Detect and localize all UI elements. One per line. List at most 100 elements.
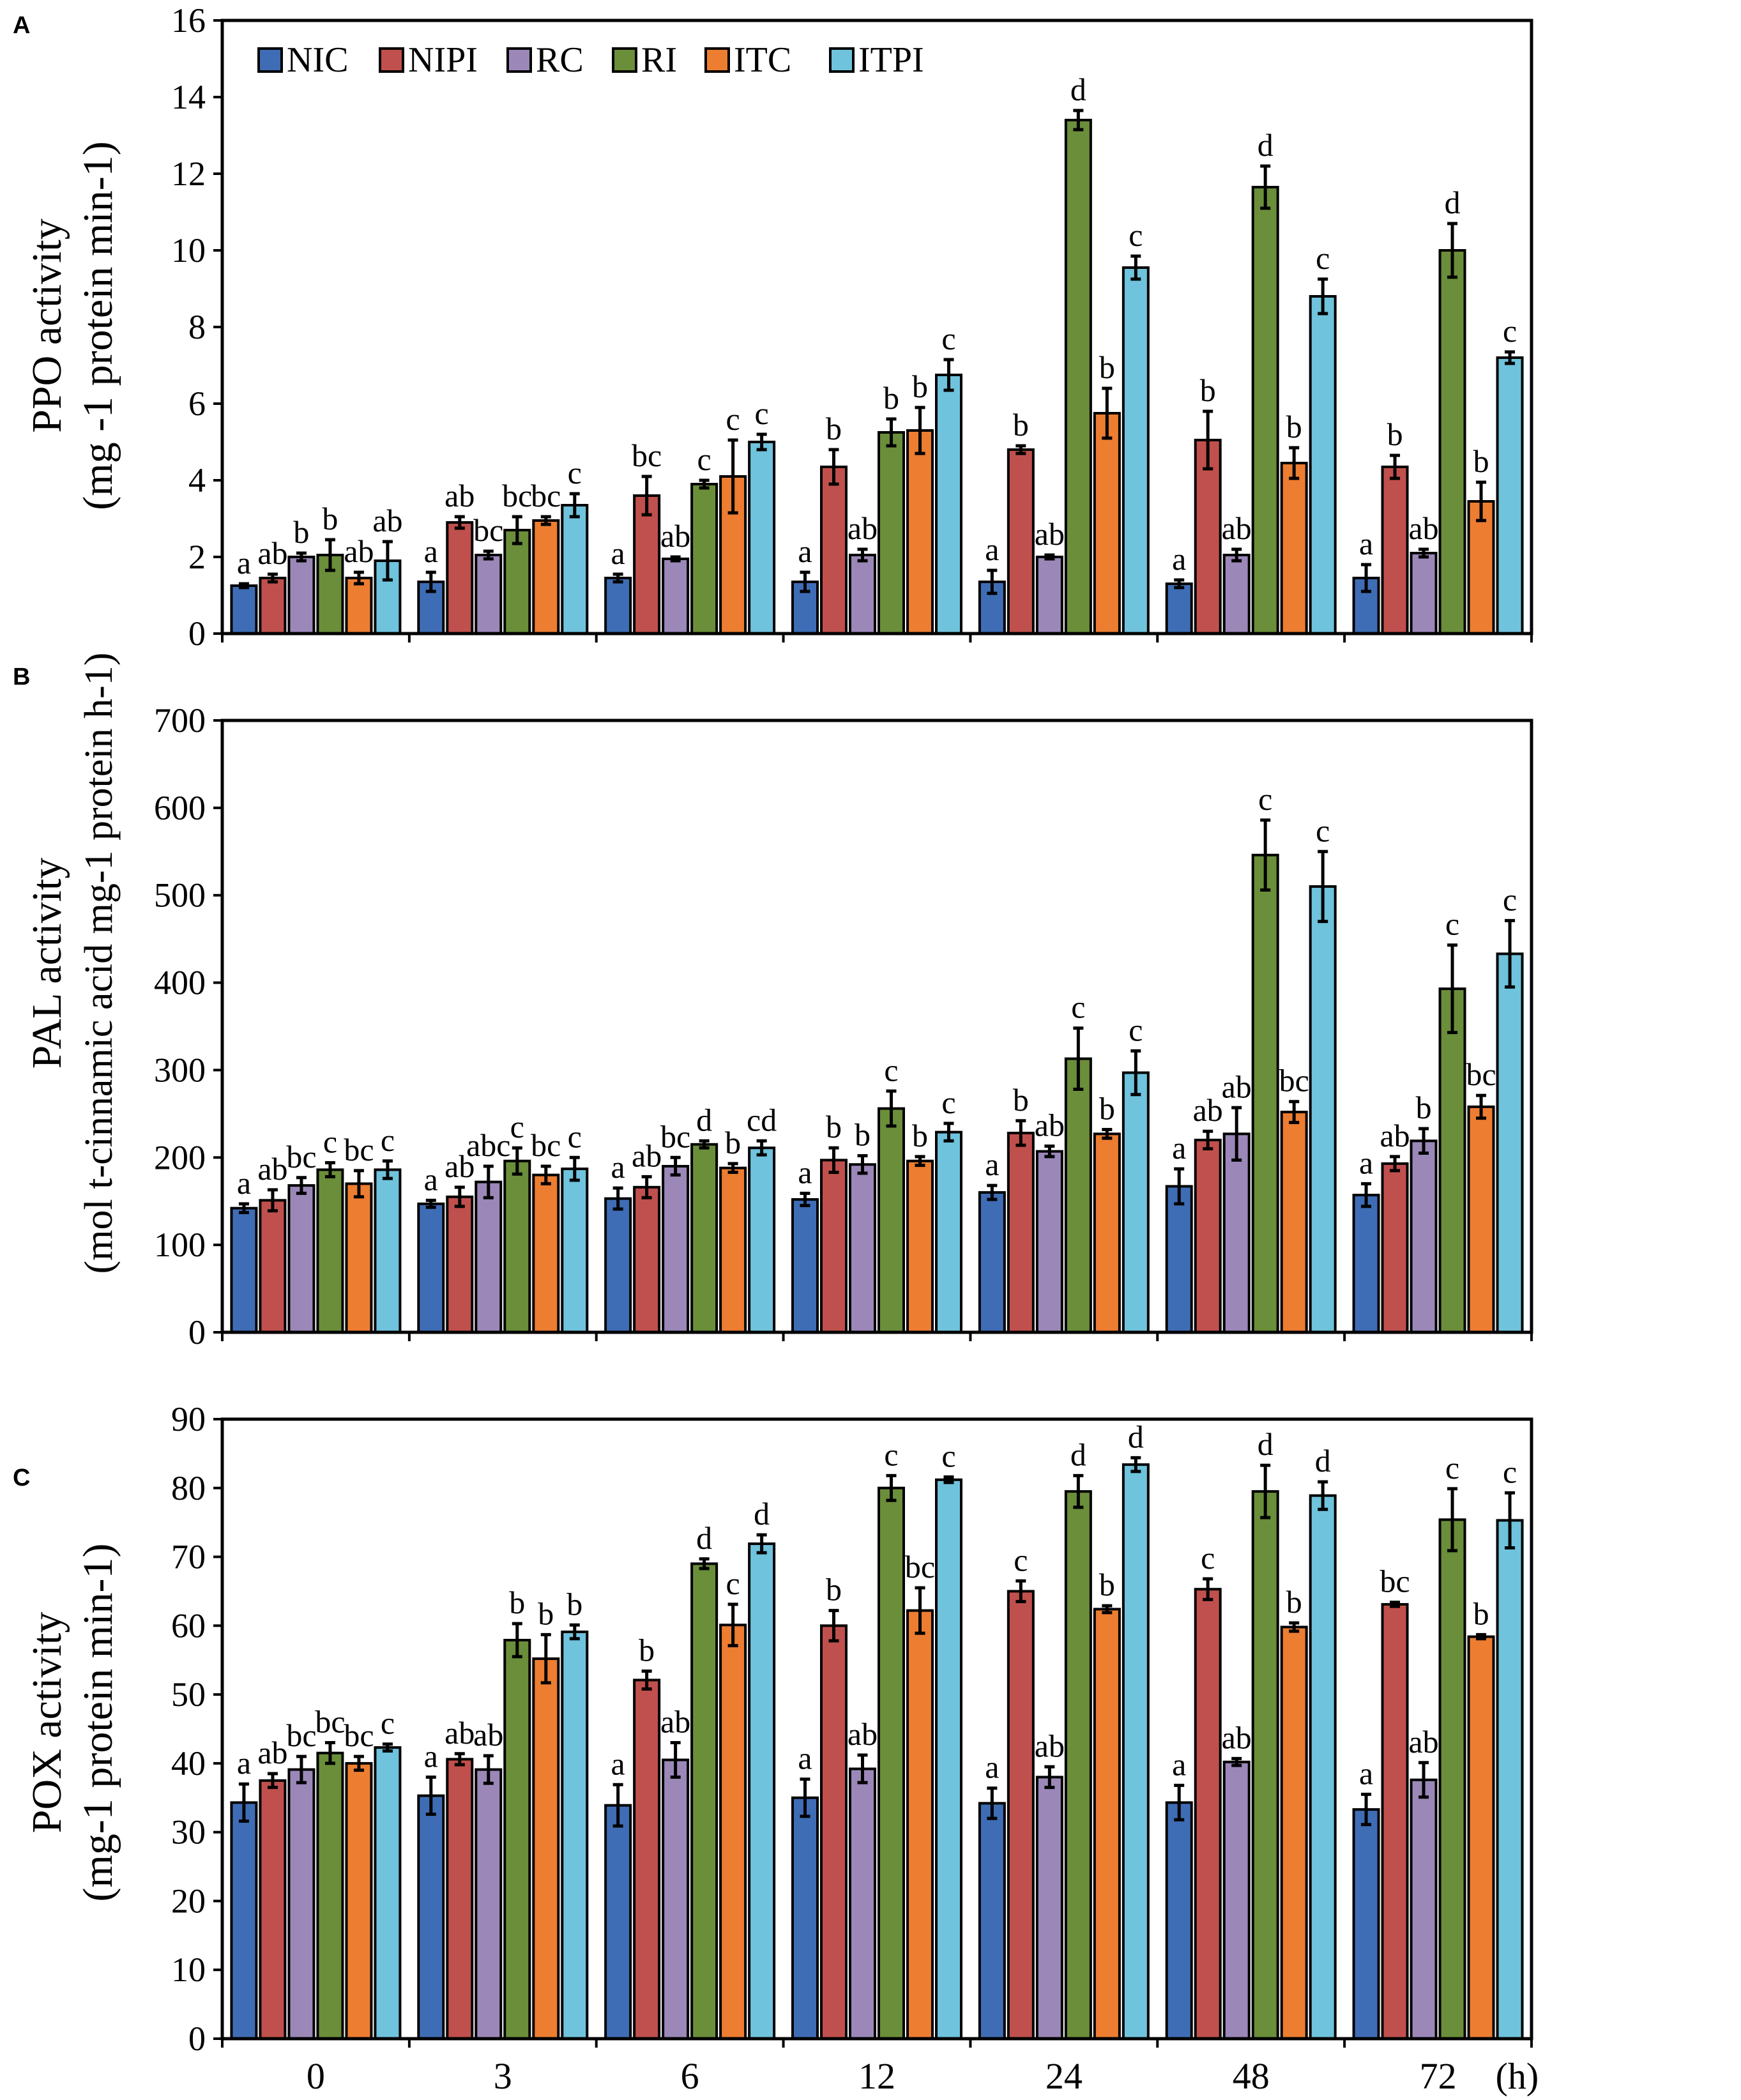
ppo-ylabel-line2: (mg -1 protein min-1): [75, 141, 121, 510]
pox-error-bar: [1130, 1456, 1141, 1473]
pox-yticks: 0 10 20 30 40 50 60 70 80 90: [171, 1400, 1533, 2058]
x-tick-label: 12: [858, 2055, 895, 2097]
pox-sig-letter: b: [538, 1595, 554, 1631]
pal-sig-letter: b: [1013, 1082, 1029, 1118]
ppo-ytick-label: 12: [171, 155, 206, 193]
legend-entry-nic: NIC: [257, 40, 348, 80]
pox-error-bar: [1231, 1756, 1242, 1767]
ppo-error-bar: [267, 572, 278, 584]
ppo-bars: [230, 109, 1524, 635]
ppo-error-bar: [1073, 109, 1084, 132]
ppo-sig-letter: a: [424, 533, 438, 569]
pox-error-bar: [943, 1475, 954, 1484]
pox-bar-ri: [1251, 1490, 1279, 2041]
pal-ytick-label: 600: [154, 789, 206, 827]
pox-error-bar: [800, 1777, 810, 1818]
pox-error-bar: [238, 1782, 249, 1823]
legend-entry-itpi: ITPI: [829, 40, 924, 80]
pox-sig-letter: a: [424, 1738, 438, 1774]
pox-sig-letter: bc: [315, 1704, 345, 1740]
ppo-bar-ri: [1251, 186, 1279, 635]
pox-ytick-label: 30: [171, 1813, 206, 1852]
pal-sig-letter: c: [941, 1084, 955, 1120]
pox-sig-letter: d: [1070, 1436, 1086, 1472]
pox-error-bar: [324, 1741, 335, 1765]
ppo-plot-frame: [220, 19, 1533, 635]
legend-swatch: [829, 47, 855, 73]
pox-error-bar: [1260, 1463, 1271, 1519]
ppo-error-bar: [1044, 553, 1055, 561]
ppo-sig-letter: b: [883, 380, 899, 416]
pox-sig-letter: b: [826, 1572, 842, 1608]
ppo-yticks: 0 2 4 6 8 10 12 14 16: [171, 1, 1533, 653]
pox-ytick-label: 20: [171, 1882, 206, 1920]
ppo-sig-letter: c: [755, 395, 769, 431]
ppo-bar-rc: [475, 554, 503, 635]
pox-bar-itpi: [748, 1542, 776, 2041]
panel-ppo: A PPO activity (mg -1 protein min-1) 0 2 4…: [13, 1, 1533, 653]
ppo-bar-nipi: [820, 466, 848, 635]
pal-bar-rc: [287, 1184, 316, 1334]
x-tick-label: 48: [1233, 2055, 1270, 2097]
pox-bar-itpi: [561, 1631, 589, 2041]
pal-bar-itpi: [1496, 952, 1524, 1334]
pal-bar-ri: [1251, 853, 1279, 1334]
pox-error-bar: [483, 1754, 494, 1785]
pal-ylabel: PAL activity (mol t-cinnamic acid mg-1 p…: [24, 653, 121, 1274]
ppo-sig-letter: bc: [531, 478, 561, 514]
ppo-sig-letter: ab: [1408, 510, 1438, 546]
ppo-error-bar: [756, 432, 767, 452]
ppo-sig-letter: b: [1099, 349, 1115, 385]
pox-bar-nic: [1165, 1801, 1193, 2041]
pal-bar-itpi: [1121, 1071, 1150, 1334]
pox-sig-letter: a: [1359, 1755, 1373, 1791]
pal-bar-itc: [719, 1166, 747, 1334]
pal-sig-letter: ab: [1380, 1118, 1410, 1153]
ppo-sig-letter: b: [293, 514, 309, 550]
panel-label-a: A: [13, 12, 30, 39]
ppo-bar-nipi: [633, 494, 661, 635]
pox-bar-itc: [719, 1624, 747, 2041]
pal-error-bar: [800, 1191, 810, 1208]
pox-error-bar: [1505, 1491, 1516, 1550]
pal-sig-letter: a: [1172, 1130, 1186, 1166]
ppo-sig-letter: d: [1258, 127, 1273, 163]
pox-sig-letter: ab: [473, 1717, 503, 1753]
ppo-sig-letter: b: [322, 501, 338, 536]
ppo-sig-letter: b: [912, 369, 928, 404]
pox-sig-letter: ab: [257, 1735, 287, 1770]
ppo-sig-letter: a: [1172, 541, 1186, 577]
pox-bar-itc: [532, 1657, 560, 2040]
ppo-bar-itpi: [1121, 266, 1150, 635]
pox-error-bar: [1289, 1621, 1300, 1633]
pal-sig-letter: b: [725, 1125, 741, 1160]
ppo-error-bar: [670, 555, 681, 563]
pox-sig-letter: ab: [1222, 1719, 1252, 1755]
legend-label: NIPI: [408, 40, 478, 80]
pal-error-bar: [641, 1175, 652, 1199]
pal-bar-itc: [1093, 1132, 1121, 1334]
pal-bar-itpi: [1309, 885, 1337, 1334]
pox-error-bar: [1203, 1577, 1213, 1601]
ppo-bar-ri: [1438, 249, 1466, 635]
pal-bar-ri: [1438, 987, 1466, 1334]
pal-ytick-label: 400: [154, 964, 206, 1002]
pal-error-bar: [828, 1146, 839, 1175]
ppo-sig-letter: ab: [848, 510, 878, 546]
ppo-error-bar: [727, 438, 738, 515]
pox-error-bar: [569, 1623, 580, 1641]
pal-sig-letter: bc: [344, 1132, 374, 1168]
pal-bar-itpi: [935, 1130, 962, 1334]
pal-bar-rc: [475, 1180, 503, 1334]
ppo-sig-letter: ab: [445, 478, 475, 514]
ppo-sig-letter: ab: [372, 503, 402, 538]
pox-error-bar: [540, 1632, 551, 1685]
pox-error-bar: [857, 1753, 868, 1784]
pox-sig-letter: b: [1473, 1595, 1489, 1631]
pox-bar-itc: [1093, 1608, 1121, 2040]
ppo-bar-nic: [230, 584, 258, 635]
pox-xticks: 0 3 6 12 24 48 72 (h): [307, 2055, 1539, 2097]
pal-bar-itc: [345, 1182, 373, 1334]
pal-error-bar: [238, 1202, 249, 1215]
